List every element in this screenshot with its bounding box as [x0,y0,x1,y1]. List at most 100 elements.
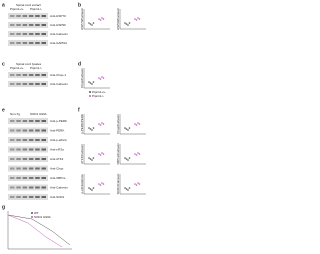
band [41,167,46,170]
band [35,186,40,189]
legend-swatch [31,216,33,218]
axis-label: Chop/Calnexin [80,68,84,88]
dot [98,123,100,125]
dot [102,77,105,79]
band [41,177,46,179]
band [16,120,21,122]
band [35,196,40,198]
dot [125,158,128,160]
dot [92,81,95,83]
blot-label: Anti-Chop [50,166,64,170]
dot [99,78,102,80]
panel-letter: b [78,2,81,8]
plot-axis [119,144,146,165]
band [16,33,21,35]
band [41,15,46,17]
band [16,83,21,85]
band [35,15,40,17]
dot [138,153,141,155]
blot [8,13,48,19]
dot [91,83,93,85]
band [41,24,46,26]
band [10,158,15,160]
band [41,148,46,151]
band [28,129,34,132]
blot-label: Anti-PERK [50,128,64,132]
lane-label: Ptpn11+/+ [10,66,24,70]
band [16,148,21,151]
band [16,74,21,76]
blot-label: Anti-GAPDH [50,41,67,45]
dot [99,19,102,21]
band [16,177,21,179]
band [16,15,21,17]
band [22,129,28,132]
dot [127,24,129,26]
panel-letter: f [78,107,80,113]
plot-axis [119,174,146,195]
blot-label: Anti-p-eIF2α [50,138,67,142]
blot [8,184,48,191]
dot [138,123,141,125]
blot-label: Anti-HSP70 [50,14,66,18]
panel-letter: d [78,61,81,67]
dot [89,128,92,130]
blot [8,81,48,87]
dot [89,23,92,25]
plot-axis [83,9,110,30]
band [16,24,21,26]
band [22,186,28,189]
panel-title: Spinal cord lysates [16,62,42,66]
dot [88,22,90,24]
dot [137,182,139,184]
band [22,167,28,170]
blot-label: Anti-p-PERK [50,119,67,123]
legend-swatch [31,212,33,214]
dot [102,153,105,155]
blot-label: Anti-Calnexin [50,32,68,36]
band [28,120,34,122]
dot [128,157,131,159]
dot [88,81,90,83]
axis-label: p-PERK/PERK [80,114,84,134]
dot [91,129,93,131]
blot [8,165,48,172]
dot [101,17,103,19]
axis-label: p-eIF2α/eIF2α [80,174,84,193]
band [22,177,28,179]
dot [89,158,92,160]
band [41,74,46,76]
blot-label: Anti-Calnexin [50,82,68,86]
dot [101,122,103,124]
band [41,83,46,85]
blot [8,22,48,28]
dot [124,157,126,159]
blot [8,137,48,143]
curve [7,214,63,248]
blot-label: Anti-eIF2α [50,147,64,151]
band [10,148,15,151]
band [10,177,15,179]
band [10,167,15,170]
plot-axis [83,174,110,195]
band [28,15,34,17]
band [22,139,28,141]
legend-label: SOD1 G93A [34,215,51,219]
dot [89,188,92,190]
band [35,120,40,122]
band [16,186,21,189]
blot [8,31,48,37]
blot-label: Anti-HSP90 [50,23,66,27]
band [10,196,15,198]
dot [135,154,138,156]
panel-letter: g [2,204,5,210]
band [41,129,46,132]
band [22,83,28,85]
dot [98,18,100,20]
dot [135,184,138,186]
plot-axis [83,114,110,135]
band [10,120,15,122]
band [22,196,28,198]
band [28,74,34,76]
blot [8,40,48,46]
